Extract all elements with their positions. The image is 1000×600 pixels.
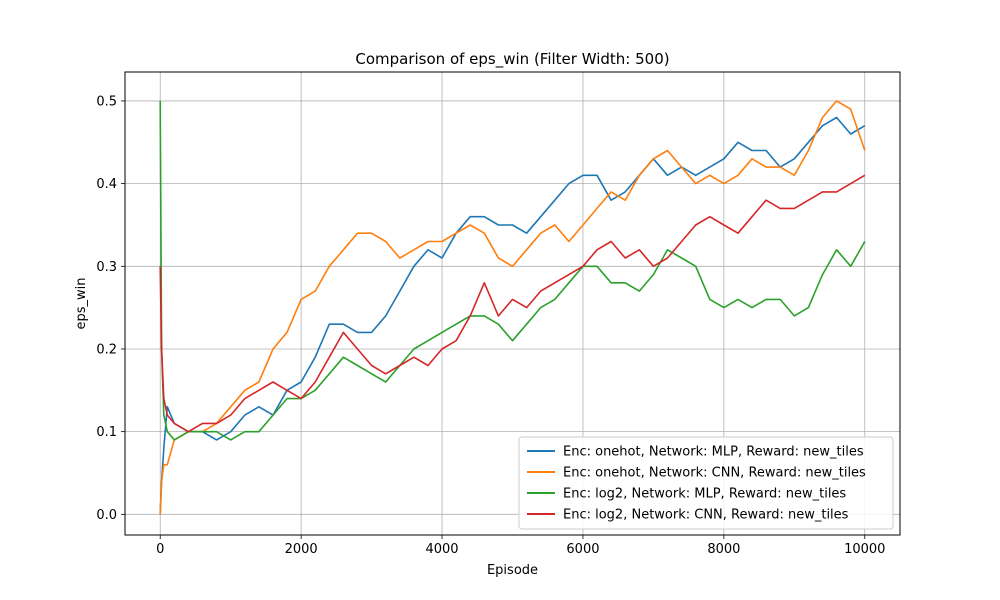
- y-axis-label: eps_win: [74, 277, 89, 329]
- x-axis-label: Episode: [487, 563, 538, 578]
- series-lines: [159, 100, 866, 515]
- y-tick-label: 0.0: [96, 508, 117, 523]
- legend-label-1: Enc: onehot, Network: MLP, Reward: new_t…: [563, 445, 864, 460]
- legend-label-2: Enc: onehot, Network: CNN, Reward: new_t…: [563, 466, 866, 481]
- axis-ticks: 0 2000 4000 6000 8000 10000 0.0 0.1 0.2 0.3 0.4 0.5: [96, 94, 885, 557]
- series-line-4: [159, 174, 866, 433]
- x-tick-label: 2000: [285, 542, 318, 557]
- x-tick-label: 6000: [566, 542, 599, 557]
- x-tick-label: 10000: [844, 542, 885, 557]
- y-tick-label: 0.1: [96, 425, 117, 440]
- legend-label-3: Enc: log2, Network: MLP, Reward: new_til…: [563, 487, 846, 502]
- chart-title: Comparison of eps_win (Filter Width: 500…: [355, 50, 669, 69]
- x-tick-label: 8000: [707, 542, 740, 557]
- series-line-3: [159, 100, 866, 441]
- x-tick-label: 4000: [425, 542, 458, 557]
- legend-label-4: Enc: log2, Network: CNN, Reward: new_til…: [563, 508, 849, 523]
- y-tick-label: 0.3: [96, 260, 117, 275]
- y-tick-label: 0.5: [96, 94, 117, 109]
- y-tick-label: 0.4: [96, 177, 117, 192]
- legend-box: [518, 436, 894, 530]
- series-line-1: [159, 116, 866, 515]
- y-tick-label: 0.2: [96, 342, 117, 357]
- x-tick-label: 0: [156, 542, 164, 557]
- legend: Enc: onehot, Network: MLP, Reward: new_t…: [518, 436, 894, 530]
- series-line-2: [159, 100, 866, 515]
- plot-area-frame: [124, 71, 901, 536]
